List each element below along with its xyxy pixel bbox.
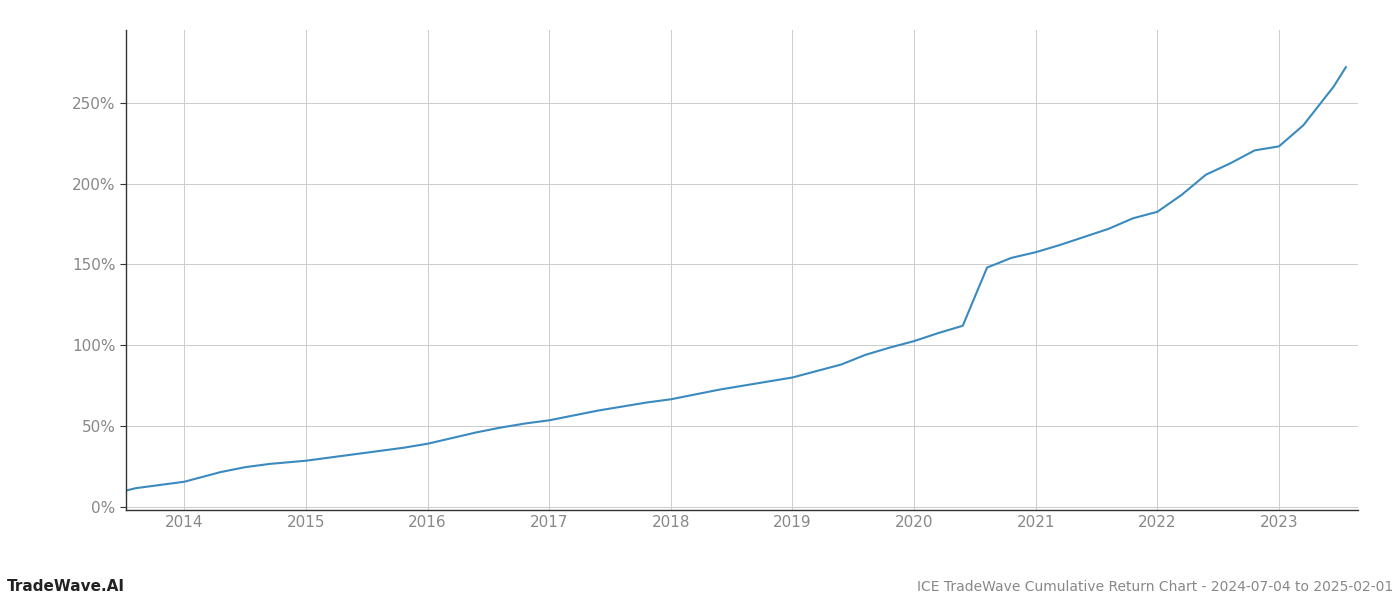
- Text: ICE TradeWave Cumulative Return Chart - 2024-07-04 to 2025-02-01: ICE TradeWave Cumulative Return Chart - …: [917, 580, 1393, 594]
- Text: TradeWave.AI: TradeWave.AI: [7, 579, 125, 594]
